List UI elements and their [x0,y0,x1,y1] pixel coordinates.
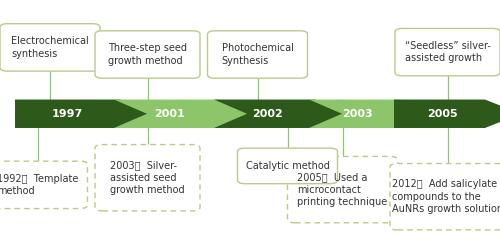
Text: Catalytic method: Catalytic method [246,161,330,171]
Text: “Seedless” silver-
assisted growth: “Seedless” silver- assisted growth [404,41,490,63]
FancyBboxPatch shape [390,164,500,230]
Text: 2001: 2001 [154,109,186,119]
Text: 2003: 2003 [342,109,373,119]
Text: Electrochemical
synthesis: Electrochemical synthesis [11,36,89,59]
Text: 1992：  Template
method: 1992： Template method [0,174,78,196]
Polygon shape [15,100,153,128]
FancyBboxPatch shape [0,24,100,71]
FancyBboxPatch shape [0,161,88,209]
Text: 2005：  Used a
microcontact
printing technique: 2005： Used a microcontact printing techn… [298,172,388,207]
Polygon shape [214,100,348,128]
Text: 2002: 2002 [252,109,283,119]
FancyBboxPatch shape [95,145,200,211]
FancyBboxPatch shape [238,148,338,184]
Text: 1997: 1997 [52,109,83,119]
Polygon shape [114,100,253,128]
Text: Photochemical
Synthesis: Photochemical Synthesis [222,43,294,66]
Text: 2005: 2005 [427,109,458,119]
Text: 2003：  Silver-
assisted seed
growth method: 2003： Silver- assisted seed growth metho… [110,160,185,195]
FancyBboxPatch shape [395,28,500,76]
FancyBboxPatch shape [288,156,398,223]
Polygon shape [394,100,500,128]
FancyBboxPatch shape [95,31,200,78]
Text: 2012：  Add salicylate
compounds to the
AuNRs growth solution: 2012： Add salicylate compounds to the Au… [392,179,500,214]
FancyBboxPatch shape [208,31,308,78]
Text: Three-step seed
growth method: Three-step seed growth method [108,43,187,66]
Polygon shape [309,100,433,128]
